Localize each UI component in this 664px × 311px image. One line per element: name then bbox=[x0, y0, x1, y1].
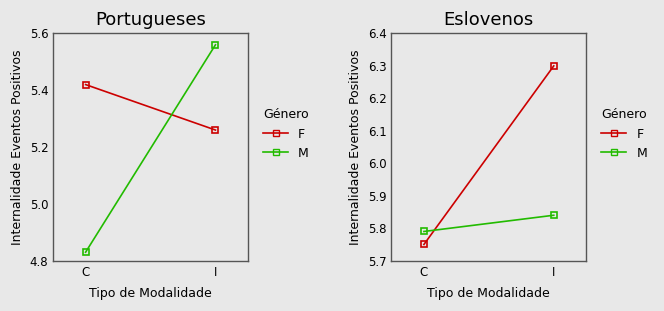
X-axis label: Tipo de Modalidade: Tipo de Modalidade bbox=[428, 287, 550, 300]
Legend: F, M: F, M bbox=[596, 103, 652, 165]
X-axis label: Tipo de Modalidade: Tipo de Modalidade bbox=[89, 287, 212, 300]
Title: Portugueses: Portugueses bbox=[95, 11, 206, 29]
Legend: F, M: F, M bbox=[258, 103, 314, 165]
Y-axis label: Internalidade Eventos Positivos: Internalidade Eventos Positivos bbox=[11, 49, 24, 245]
Y-axis label: Internalidade Eventos Positivos: Internalidade Eventos Positivos bbox=[349, 49, 363, 245]
Title: Eslovenos: Eslovenos bbox=[444, 11, 534, 29]
